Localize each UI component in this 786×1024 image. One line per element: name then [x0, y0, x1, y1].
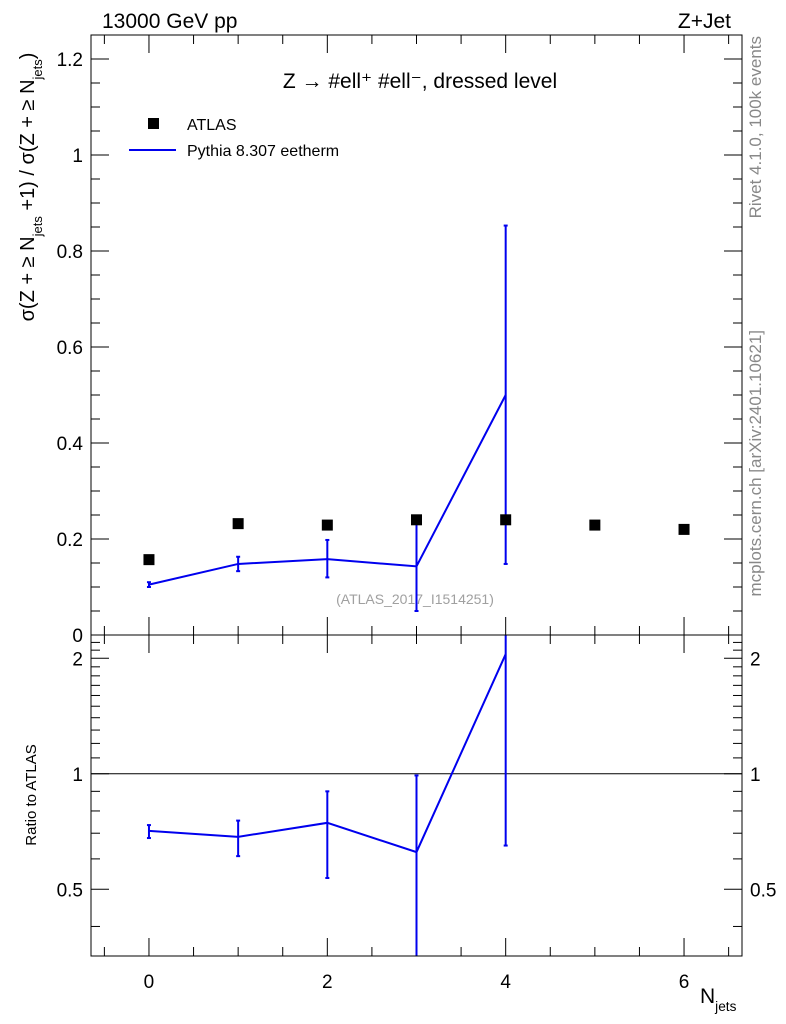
atlas-data-point — [143, 554, 155, 566]
x-tick-label: 4 — [500, 972, 511, 993]
main-y-tick-label: 0.4 — [57, 434, 84, 455]
ratio-y-tick-label-right: 2 — [750, 649, 761, 670]
ratio-y-tick-label-right: 1 — [750, 765, 761, 786]
rivet-version-label: Rivet 4.1.0, 100k events — [746, 36, 765, 218]
ratio-series-line — [148, 653, 507, 854]
main-title: Z → #ell⁺ #ell⁻, dressed level — [283, 70, 557, 93]
ratio-panel: Ratio to ATLAS 0.5 0.5 1 1 2 2 0 2 4 6 Njets — [23, 634, 776, 1014]
x-tick-label: 6 — [679, 972, 690, 993]
ratio-frame — [90, 634, 743, 957]
atlas-data-point — [411, 514, 422, 526]
ratio-y-tick-label: 0.5 — [57, 880, 83, 901]
ratio-y-axis-label: Ratio to ATLAS — [23, 744, 40, 845]
ratio-y-tick-label: 2 — [72, 649, 83, 670]
main-y-tick-label: 1 — [72, 146, 83, 167]
main-panel: Z → #ell⁺ #ell⁻, dressed level σ(Z + ≥ N… — [17, 34, 743, 647]
legend: ATLAS Pythia 8.307 eetherm — [129, 117, 339, 160]
x-axis-label: Njets — [700, 985, 737, 1014]
main-y-axis-label: σ(Z + ≥ Njets +1) / σ(Z + ≥ Njets) — [17, 53, 45, 322]
legend-marker-atlas — [148, 118, 159, 129]
header-process-label: Z+Jet — [678, 10, 731, 33]
main-y-tick-label: 1.2 — [57, 50, 83, 71]
main-y-tick-label: 0 — [72, 626, 83, 647]
legend-label-atlas: ATLAS — [187, 117, 237, 134]
atlas-data-point — [321, 519, 333, 531]
ratio-y-tick-label-right: 0.5 — [750, 880, 776, 901]
x-tick-label: 2 — [322, 972, 333, 993]
pythia-series-line — [148, 394, 507, 586]
atlas-data-point — [232, 518, 244, 530]
analysis-watermark: (ATLAS_2017_I1514251) — [336, 591, 494, 607]
ratio-y-tick-label: 1 — [72, 765, 83, 786]
atlas-data-point — [500, 514, 512, 526]
header-energy-label: 13000 GeV pp — [102, 10, 237, 33]
main-y-tick-label: 0.6 — [57, 338, 83, 359]
main-y-tick-label: 0.8 — [57, 242, 83, 263]
x-tick-label: 0 — [144, 972, 155, 993]
atlas-data-point — [678, 523, 690, 535]
atlas-data-point — [589, 519, 601, 531]
legend-label-pythia: Pythia 8.307 eetherm — [187, 143, 339, 160]
mcplots-source-label: mcplots.cern.ch [arXiv:2401.10621] — [746, 330, 765, 596]
main-y-tick-label: 0.2 — [57, 530, 83, 551]
